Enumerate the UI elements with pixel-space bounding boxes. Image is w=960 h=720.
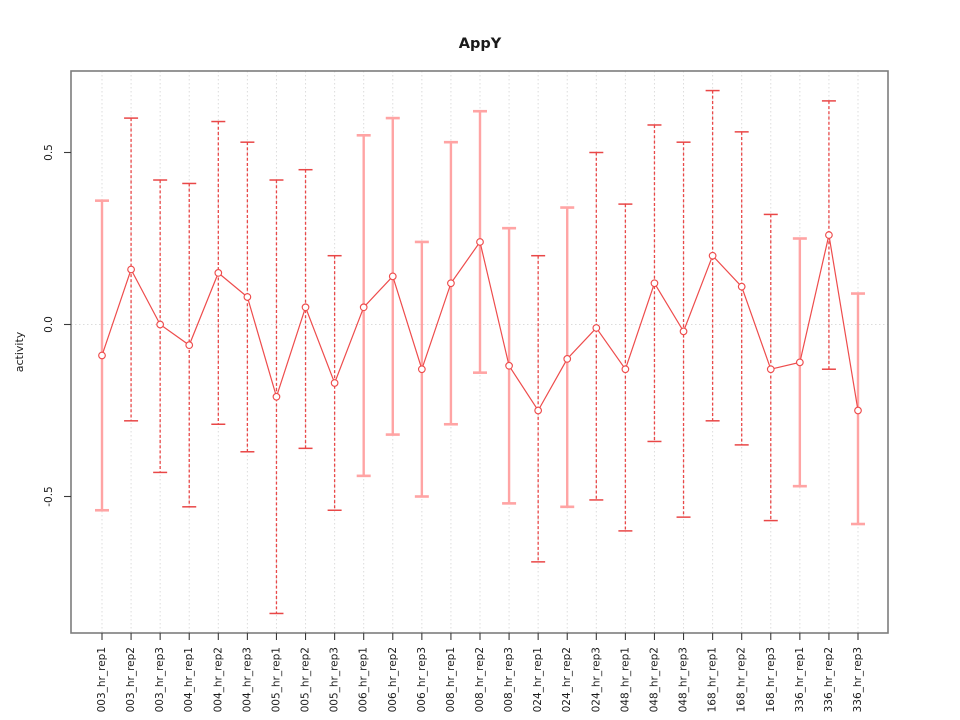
data-point xyxy=(679,327,688,336)
x-tick-label: 024_hr_rep2 xyxy=(561,647,573,712)
data-point xyxy=(854,406,862,415)
chart-title: AppY xyxy=(458,36,502,52)
x-tick-label: 003_hr_rep1 xyxy=(96,647,108,712)
data-point xyxy=(272,392,281,401)
x-tick-label: 024_hr_rep3 xyxy=(590,647,602,712)
x-tick-label: 006_hr_rep2 xyxy=(387,647,399,712)
x-tick-label: 006_hr_rep1 xyxy=(358,647,370,712)
data-point xyxy=(563,355,572,363)
x-tick-label: 336_hr_rep3 xyxy=(852,647,864,712)
x-tick-label: 336_hr_rep1 xyxy=(794,647,806,712)
x-tick-label: 006_hr_rep3 xyxy=(416,647,428,712)
x-tick-label: 008_hr_rep1 xyxy=(445,647,457,712)
y-axis-label: activity xyxy=(13,331,26,372)
data-point xyxy=(243,293,252,301)
x-tick-label: 004_hr_rep2 xyxy=(212,647,224,712)
data-point xyxy=(650,279,659,288)
x-tick-label: 048_hr_rep3 xyxy=(678,647,690,712)
x-tick-label: 005_hr_rep3 xyxy=(329,647,341,712)
x-tick-label: 004_hr_rep1 xyxy=(183,647,195,712)
data-point xyxy=(795,358,804,367)
data-point xyxy=(592,324,601,332)
x-tick-label: 008_hr_rep3 xyxy=(503,647,515,712)
x-tick-label: 008_hr_rep2 xyxy=(474,647,486,712)
data-point xyxy=(476,238,484,246)
data-point xyxy=(825,231,833,239)
data-point xyxy=(330,379,339,387)
data-point xyxy=(214,269,223,277)
x-tick-label: 003_hr_rep3 xyxy=(154,647,166,712)
x-tick-label: 168_hr_rep2 xyxy=(736,647,748,712)
x-tick-label: 048_hr_rep2 xyxy=(648,647,660,712)
data-point xyxy=(621,365,630,374)
x-tick-label: 004_hr_rep3 xyxy=(241,647,253,712)
data-point xyxy=(156,320,165,329)
data-point xyxy=(447,279,455,288)
y-tick-label: 0.0 xyxy=(43,316,55,333)
x-tick-label: 048_hr_rep1 xyxy=(619,647,631,712)
x-tick-label: 003_hr_rep2 xyxy=(125,647,137,712)
data-point xyxy=(388,272,397,281)
data-point xyxy=(737,282,746,291)
data-point xyxy=(301,303,310,312)
y-tick-label: 0.5 xyxy=(43,144,55,161)
data-point xyxy=(534,406,543,415)
x-tick-label: 005_hr_rep2 xyxy=(300,647,312,712)
data-point xyxy=(766,365,775,374)
data-point xyxy=(417,365,426,374)
data-point xyxy=(98,351,106,360)
data-point xyxy=(708,251,717,260)
x-tick-label: 168_hr_rep1 xyxy=(707,647,719,712)
x-tick-label: 005_hr_rep1 xyxy=(270,647,282,712)
data-point xyxy=(359,303,368,312)
data-point xyxy=(505,361,513,370)
chart-layer: 0.5 0.0 -0.5 003_hr_rep1 003_hr_rep2 003_hr_r… xyxy=(43,70,889,712)
x-tick-label: 336_hr_rep2 xyxy=(823,647,835,712)
data-point xyxy=(185,341,194,350)
x-tick-label: 168_hr_rep3 xyxy=(765,647,777,712)
y-tick-label: -0.5 xyxy=(43,486,55,507)
x-tick-label: 024_hr_rep1 xyxy=(532,647,544,712)
data-point xyxy=(127,265,135,274)
